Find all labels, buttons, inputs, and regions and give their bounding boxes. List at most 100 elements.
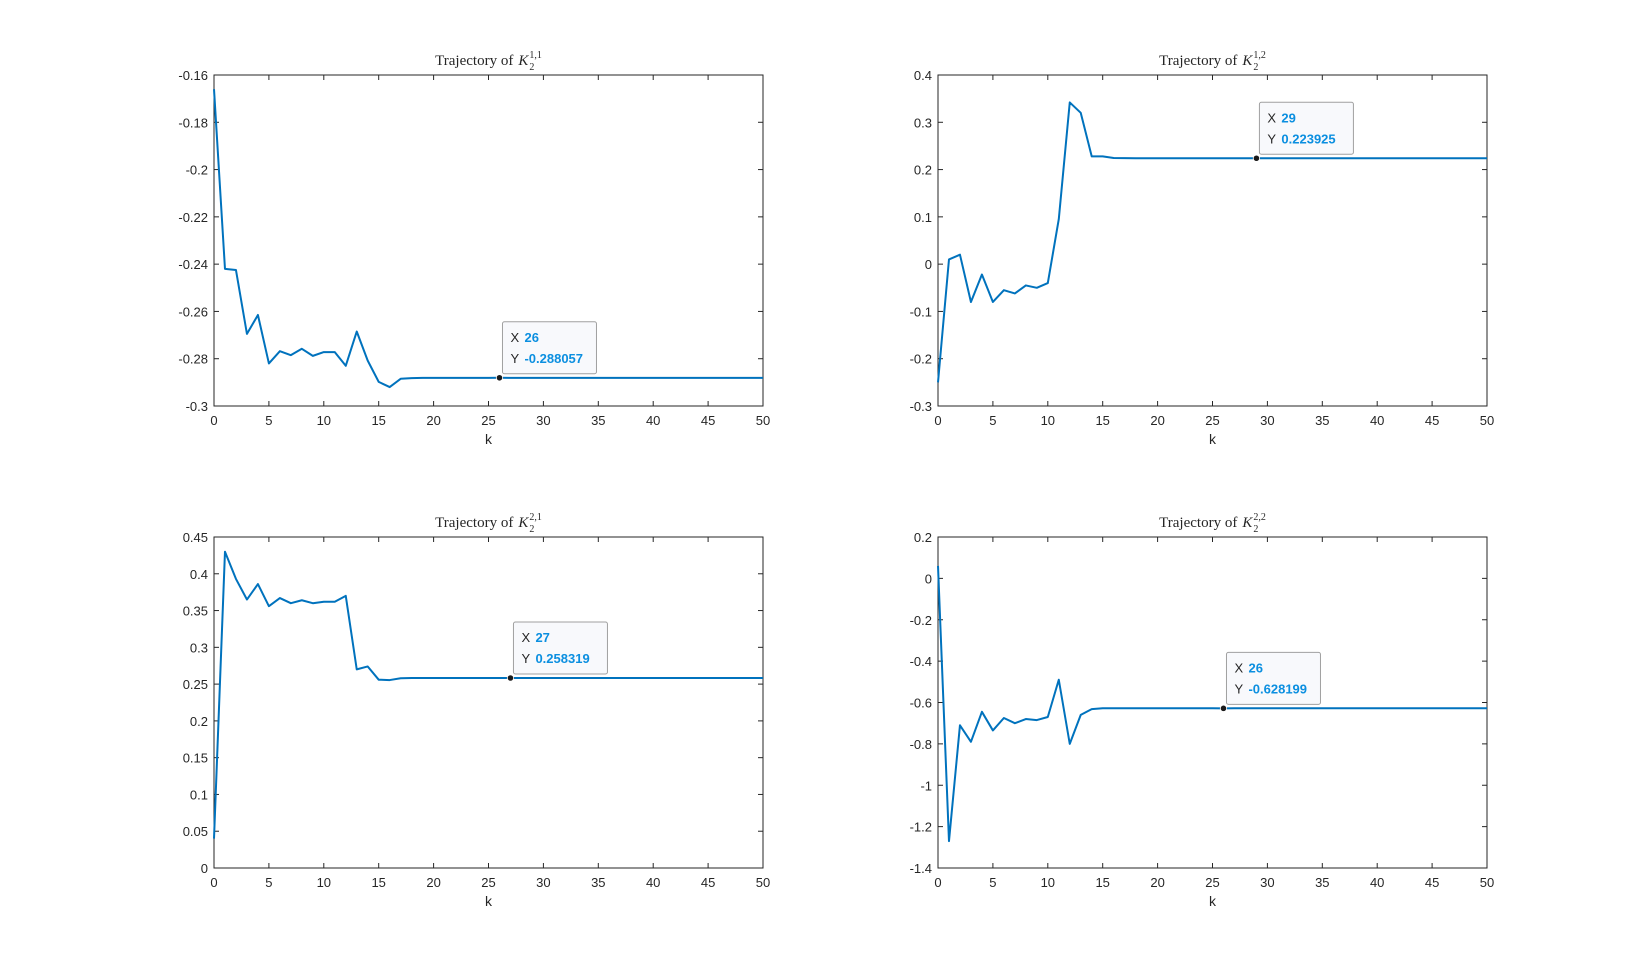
title-superscript: 1,2 xyxy=(1253,50,1266,61)
x-tick-label: 40 xyxy=(646,413,660,428)
y-tick-label: 0.3 xyxy=(914,115,932,130)
y-tick-label: -0.2 xyxy=(910,613,932,628)
x-tick-label: 5 xyxy=(989,413,996,428)
datatip[interactable]: X 29 Y 0.223925 xyxy=(1258,101,1354,155)
x-tick-label: 50 xyxy=(1480,875,1494,890)
datatip-marker[interactable] xyxy=(1252,154,1261,162)
x-tick-label: 5 xyxy=(265,875,272,890)
x-tick-label: 45 xyxy=(701,875,715,890)
y-tick-label: -0.6 xyxy=(910,696,932,711)
datatip-box xyxy=(512,621,608,675)
axes-frame xyxy=(937,536,1488,869)
x-tick-label: 50 xyxy=(756,413,770,428)
title-subscript: 2 xyxy=(1253,524,1258,535)
datatip-x-key: X xyxy=(521,630,530,645)
x-axis-label: k xyxy=(485,893,493,909)
title-prefix: Trajectory of xyxy=(1159,515,1237,531)
datatip-x-value: 29 xyxy=(1281,110,1295,125)
x-tick-label: 0 xyxy=(210,413,217,428)
y-tick-label: 0 xyxy=(201,861,208,876)
x-tick-label: 20 xyxy=(426,875,440,890)
axes-frame xyxy=(937,74,1488,407)
chart-panel: 0 5 10 15 20 25 30 35 40 45 50-1.4-1.2-1-0.8-0.6-0… xyxy=(910,512,1495,909)
title-variable: K xyxy=(517,53,529,69)
x-tick-label: 50 xyxy=(1480,413,1494,428)
title-subscript: 2 xyxy=(529,524,534,535)
datatip-x-key: X xyxy=(510,330,519,345)
y-tick-label: -0.18 xyxy=(178,115,208,130)
x-tick-label: 45 xyxy=(1425,875,1439,890)
title-subscript: 2 xyxy=(529,62,534,73)
datatip-box xyxy=(1258,101,1354,155)
chart-title: Trajectory of K2,2 xyxy=(1159,512,1266,531)
datatip-y-value: -0.288057 xyxy=(524,351,583,366)
axes-frame xyxy=(213,536,764,869)
y-tick-label: -0.3 xyxy=(910,399,932,414)
x-tick-label: 35 xyxy=(1315,413,1329,428)
x-tick-label: 5 xyxy=(265,413,272,428)
x-tick-label: 10 xyxy=(1041,875,1055,890)
x-tick-label: 10 xyxy=(1041,413,1055,428)
datatip[interactable]: X 26 Y -0.628199 xyxy=(1225,651,1321,705)
x-tick-label: 35 xyxy=(591,413,605,428)
x-tick-label: 15 xyxy=(1095,875,1109,890)
y-tick-label: -1.2 xyxy=(910,820,932,835)
y-tick-label: 0.3 xyxy=(190,640,208,655)
y-tick-label: -0.2 xyxy=(186,163,208,178)
datatip-x-value: 26 xyxy=(1248,660,1262,675)
x-tick-label: 30 xyxy=(536,413,550,428)
datatip-x-value: 26 xyxy=(524,330,538,345)
x-tick-label: 0 xyxy=(210,875,217,890)
y-tick-label: -0.1 xyxy=(910,304,932,319)
y-tick-label: 0.15 xyxy=(183,751,208,766)
y-tick-label: -0.28 xyxy=(178,352,208,367)
datatip[interactable]: X 27 Y 0.258319 xyxy=(512,621,608,675)
datatip-y-key: Y xyxy=(1267,131,1276,146)
series-line xyxy=(937,565,1487,843)
x-tick-label: 25 xyxy=(1205,413,1219,428)
x-tick-label: 30 xyxy=(536,875,550,890)
y-tick-label: -0.4 xyxy=(910,654,932,669)
datatip-x-key: X xyxy=(1234,660,1243,675)
y-tick-label: 0.05 xyxy=(183,824,208,839)
axes-frame xyxy=(213,74,764,407)
datatip-marker[interactable] xyxy=(506,674,515,682)
x-tick-label: 10 xyxy=(317,875,331,890)
x-tick-label: 45 xyxy=(1425,413,1439,428)
datatip-marker[interactable] xyxy=(1219,704,1228,712)
chart-title: Trajectory of K2,1 xyxy=(435,512,542,531)
series-line xyxy=(937,101,1487,383)
title-superscript: 2,2 xyxy=(1253,512,1266,523)
datatip-y-value: -0.628199 xyxy=(1248,681,1307,696)
x-tick-label: 25 xyxy=(481,875,495,890)
title-variable: K xyxy=(1241,53,1253,69)
x-tick-label: 20 xyxy=(1150,875,1164,890)
y-tick-label: 0.45 xyxy=(183,530,208,545)
datatip-y-key: Y xyxy=(1234,681,1243,696)
x-tick-label: 25 xyxy=(1205,875,1219,890)
x-tick-label: 20 xyxy=(1150,413,1164,428)
title-variable: K xyxy=(1241,515,1253,531)
x-tick-label: 10 xyxy=(317,413,331,428)
x-tick-label: 30 xyxy=(1260,875,1274,890)
x-tick-label: 40 xyxy=(1370,413,1384,428)
x-tick-label: 15 xyxy=(371,413,385,428)
datatip-marker[interactable] xyxy=(495,374,504,382)
chart-title: Trajectory of K1,1 xyxy=(435,50,542,69)
y-tick-label: 0.4 xyxy=(914,68,932,83)
y-tick-label: -0.8 xyxy=(910,737,932,752)
y-tick-label: -0.24 xyxy=(178,257,208,272)
chart-panel: 0 5 10 15 20 25 30 35 40 45 50 0 0.05 0.1 0.15 0.2 0.25 0… xyxy=(183,512,771,909)
y-tick-label: -0.3 xyxy=(186,399,208,414)
datatip[interactable]: X 26 Y -0.288057 xyxy=(501,321,597,375)
x-tick-label: 20 xyxy=(426,413,440,428)
x-tick-label: 50 xyxy=(756,875,770,890)
y-tick-label: 0.1 xyxy=(190,787,208,802)
title-prefix: Trajectory of xyxy=(435,53,513,69)
y-tick-label: 0.4 xyxy=(190,567,208,582)
y-tick-label: 0 xyxy=(925,571,932,586)
chart-panel: 0 5 10 15 20 25 30 35 40 45 50 -0.3 -0.2 -0.1 0 0.1 0.2 0… xyxy=(910,50,1495,447)
x-tick-label: 25 xyxy=(481,413,495,428)
datatip-box xyxy=(1225,651,1321,705)
plot-area xyxy=(214,537,763,868)
